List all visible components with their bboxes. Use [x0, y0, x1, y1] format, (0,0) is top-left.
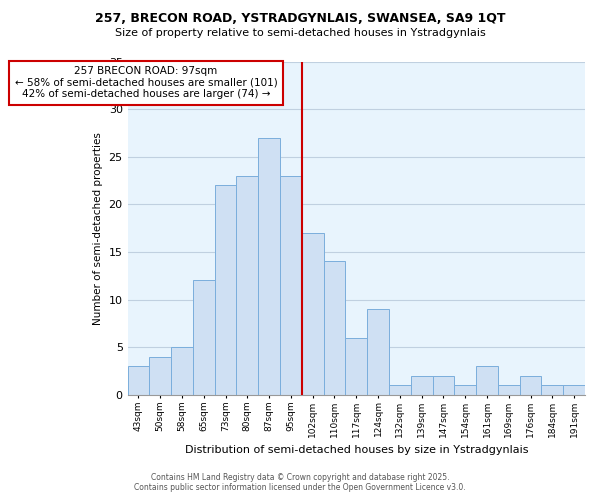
Text: Contains HM Land Registry data © Crown copyright and database right 2025.
Contai: Contains HM Land Registry data © Crown c…	[134, 473, 466, 492]
X-axis label: Distribution of semi-detached houses by size in Ystradgynlais: Distribution of semi-detached houses by …	[185, 445, 528, 455]
Bar	[236, 176, 258, 394]
Bar	[541, 385, 563, 394]
Text: 257 BRECON ROAD: 97sqm
← 58% of semi-detached houses are smaller (101)
42% of se: 257 BRECON ROAD: 97sqm ← 58% of semi-det…	[14, 66, 277, 100]
Bar	[346, 338, 367, 394]
Bar	[563, 385, 585, 394]
Bar	[433, 376, 454, 394]
Bar	[498, 385, 520, 394]
Bar	[367, 309, 389, 394]
Y-axis label: Number of semi-detached properties: Number of semi-detached properties	[93, 132, 103, 324]
Bar	[323, 262, 346, 394]
Bar	[280, 176, 302, 394]
Bar	[520, 376, 541, 394]
Bar	[215, 186, 236, 394]
Bar	[171, 347, 193, 395]
Bar	[389, 385, 411, 394]
Bar	[411, 376, 433, 394]
Bar	[128, 366, 149, 394]
Bar	[302, 233, 323, 394]
Bar	[149, 356, 171, 395]
Text: Size of property relative to semi-detached houses in Ystradgynlais: Size of property relative to semi-detach…	[115, 28, 485, 38]
Bar	[193, 280, 215, 394]
Text: 257, BRECON ROAD, YSTRADGYNLAIS, SWANSEA, SA9 1QT: 257, BRECON ROAD, YSTRADGYNLAIS, SWANSEA…	[95, 12, 505, 26]
Bar	[258, 138, 280, 394]
Bar	[454, 385, 476, 394]
Bar	[476, 366, 498, 394]
